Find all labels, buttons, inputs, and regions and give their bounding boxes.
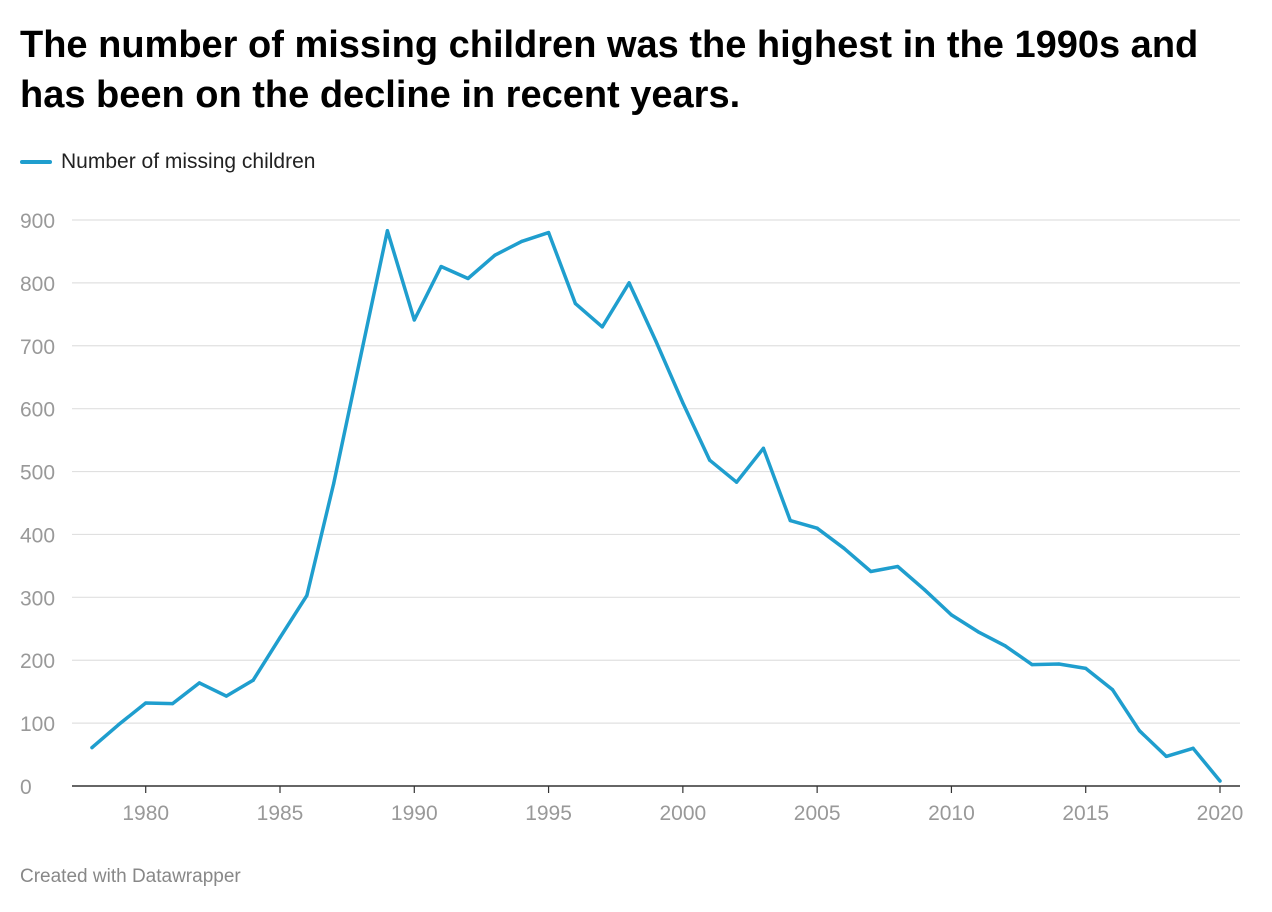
data-point bbox=[896, 564, 900, 569]
legend-swatch bbox=[20, 160, 52, 164]
y-tick-label: 200 bbox=[20, 650, 55, 673]
y-tick-label: 400 bbox=[20, 524, 55, 547]
data-point bbox=[1003, 644, 1007, 648]
data-point bbox=[385, 229, 390, 233]
data-point bbox=[654, 339, 658, 343]
x-tick-label: 1995 bbox=[525, 802, 572, 825]
data-point bbox=[869, 569, 873, 574]
y-tick-label: 700 bbox=[20, 336, 55, 359]
data-point bbox=[788, 519, 792, 523]
series-line bbox=[90, 228, 1222, 783]
data-point bbox=[493, 253, 497, 257]
data-point bbox=[224, 694, 228, 698]
y-tick-label: 600 bbox=[20, 399, 55, 422]
data-point bbox=[90, 746, 94, 750]
x-tick-label: 2010 bbox=[928, 802, 975, 825]
data-point bbox=[922, 588, 927, 592]
data-point bbox=[197, 681, 202, 685]
data-point bbox=[1084, 666, 1088, 670]
y-tick-label: 0 bbox=[20, 776, 32, 799]
data-point bbox=[144, 701, 148, 705]
data-point bbox=[761, 446, 766, 450]
data-point bbox=[358, 354, 363, 359]
y-tick-label: 100 bbox=[20, 713, 55, 736]
data-point bbox=[546, 230, 551, 235]
x-tick-label: 1980 bbox=[122, 802, 169, 825]
data-point bbox=[305, 593, 309, 598]
y-tick-label: 500 bbox=[20, 462, 55, 485]
legend-label: Number of missing children bbox=[61, 150, 316, 173]
data-point bbox=[949, 613, 954, 617]
x-tick-label: 1985 bbox=[257, 802, 304, 825]
data-point bbox=[976, 630, 980, 634]
data-point bbox=[439, 264, 443, 269]
legend: Number of missing children bbox=[20, 148, 315, 176]
y-tick-label: 900 bbox=[20, 210, 55, 233]
data-point bbox=[170, 702, 175, 706]
x-tick-label: 1990 bbox=[391, 802, 438, 825]
x-tick-label: 2020 bbox=[1197, 802, 1244, 825]
data-point bbox=[1191, 746, 1195, 750]
data-point bbox=[815, 526, 819, 530]
data-point bbox=[1110, 688, 1115, 692]
data-point bbox=[1137, 729, 1142, 733]
x-tick-label: 2000 bbox=[659, 802, 706, 825]
data-point bbox=[842, 546, 846, 550]
data-point bbox=[117, 722, 121, 726]
data-point bbox=[600, 325, 604, 329]
data-point bbox=[520, 239, 524, 243]
data-point bbox=[278, 635, 282, 640]
y-tick-label: 300 bbox=[20, 587, 55, 610]
data-point bbox=[1218, 779, 1222, 783]
y-tick-label: 800 bbox=[20, 273, 55, 296]
footer-credit: Created with Datawrapper bbox=[20, 866, 241, 887]
data-point bbox=[251, 678, 255, 682]
data-point bbox=[466, 276, 470, 281]
data-point bbox=[627, 281, 631, 285]
x-tick-label: 2015 bbox=[1062, 802, 1109, 825]
data-point bbox=[681, 401, 685, 405]
data-point bbox=[734, 480, 739, 484]
data-point bbox=[573, 302, 578, 306]
data-point bbox=[1164, 754, 1168, 759]
data-point bbox=[412, 318, 416, 322]
data-point bbox=[708, 458, 712, 462]
chart-title: The number of missing children was the h… bbox=[20, 24, 1199, 116]
data-point bbox=[1030, 663, 1034, 667]
data-point bbox=[1057, 662, 1061, 666]
x-tick-label: 2005 bbox=[794, 802, 841, 825]
data-point bbox=[332, 481, 336, 486]
